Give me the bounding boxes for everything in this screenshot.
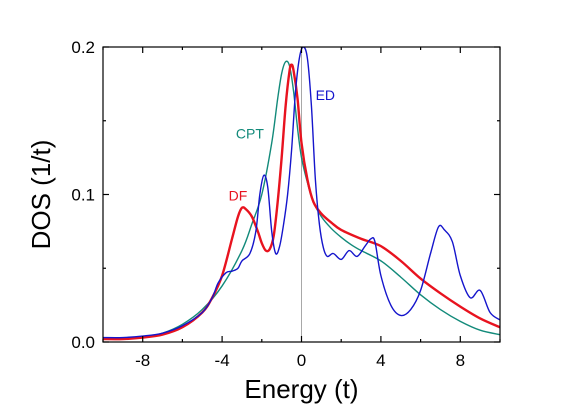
series-layer — [103, 47, 500, 341]
y-axis-title: DOS (1/t) — [26, 140, 56, 250]
x-tick-label: 0 — [297, 351, 306, 370]
series-label-df: DF — [229, 187, 248, 203]
x-tick-label: -4 — [215, 351, 230, 370]
annotation-layer: CPT DF ED — [229, 87, 335, 203]
y-tick-label: 0.2 — [71, 38, 95, 57]
x-tick-label: 8 — [456, 351, 465, 370]
series-line-ed — [103, 47, 500, 339]
x-tick-label: -8 — [135, 351, 150, 370]
series-label-cpt: CPT — [236, 125, 264, 141]
series-label-ed: ED — [316, 87, 335, 103]
x-axis-title: Energy (t) — [244, 374, 358, 404]
y-tick-label: 0.0 — [71, 333, 95, 352]
series-line-cpt — [103, 60, 500, 340]
axis-layer: -8 -4 0 4 8 0.0 0.1 0.2 — [71, 38, 501, 370]
x-tick-label: 4 — [376, 351, 385, 370]
y-tick-label: 0.1 — [71, 186, 95, 205]
